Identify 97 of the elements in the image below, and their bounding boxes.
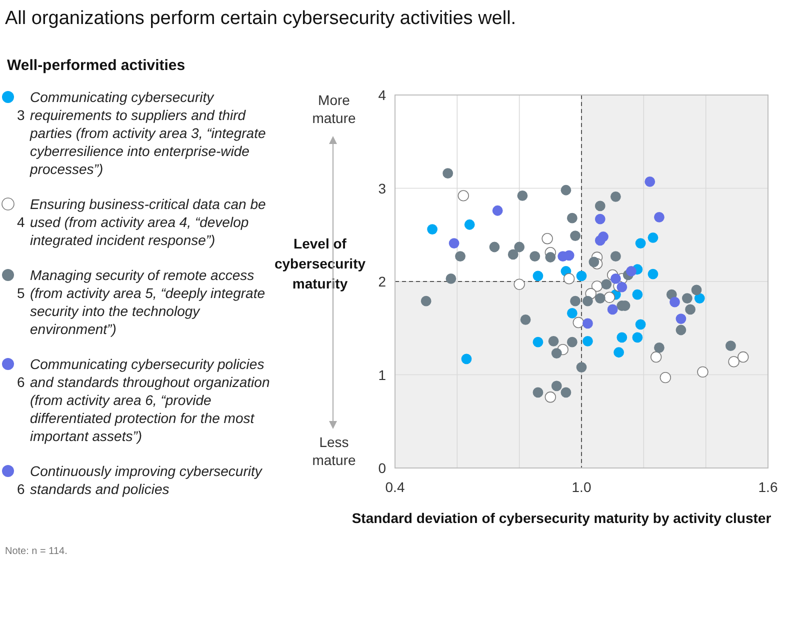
point <box>616 282 628 292</box>
point <box>594 214 606 224</box>
point <box>570 230 580 241</box>
point <box>610 191 621 202</box>
point <box>654 342 664 353</box>
point <box>520 314 531 325</box>
point <box>446 274 456 284</box>
legend-label: 6 Communicating cybersecurity policies and standards throughout organization (from activity area 6, “provide differentiated protection for the most important assets”) <box>17 356 270 444</box>
point <box>582 336 593 346</box>
point <box>442 168 454 179</box>
point <box>551 348 562 358</box>
point <box>464 219 475 230</box>
x-tick-label: 0.4 <box>385 479 405 495</box>
point <box>604 292 616 303</box>
point <box>588 256 600 268</box>
point <box>594 200 606 212</box>
point <box>591 280 603 292</box>
text: More mature <box>312 92 356 126</box>
point <box>560 184 572 196</box>
text: Note: n = 114. <box>5 546 68 557</box>
point <box>530 251 540 262</box>
point <box>548 336 559 346</box>
point <box>489 242 500 252</box>
point <box>545 252 556 262</box>
point <box>576 270 587 282</box>
point <box>532 387 544 398</box>
point <box>594 293 606 304</box>
point <box>660 372 672 384</box>
x-tick-label: 1.6 <box>758 479 778 495</box>
x-axis-title: Standard deviation of cybersecurity maturity by activity cluster <box>352 510 772 526</box>
point <box>517 190 528 201</box>
point <box>610 251 621 262</box>
point <box>676 314 686 324</box>
legend-label: 3 Communicating cybersecurity requirements to suppliers and third parties (from activity area 3, “integrate cyberresilience into enterprise-wide processes”) <box>17 89 266 177</box>
point <box>566 336 578 348</box>
point <box>566 212 578 224</box>
text: Less mature <box>312 434 356 468</box>
point <box>632 289 643 300</box>
point <box>616 332 628 343</box>
point <box>726 340 736 352</box>
chart-title: All organizations perform certain cybersecurity activities well. <box>5 8 516 29</box>
point <box>626 266 636 276</box>
point <box>582 318 593 329</box>
point <box>614 347 624 358</box>
point <box>582 296 593 306</box>
point <box>572 316 584 328</box>
point <box>544 392 556 403</box>
point <box>654 212 664 222</box>
point <box>635 319 646 330</box>
point <box>694 293 705 304</box>
point <box>508 249 518 260</box>
legend-title: Well-performed activities <box>7 57 186 74</box>
point <box>676 324 686 336</box>
point <box>566 308 578 318</box>
point <box>650 351 662 363</box>
point <box>564 250 574 261</box>
point <box>570 296 580 306</box>
point <box>448 238 460 248</box>
legend-label: 6 Continuously improving cybersecurity standards and policies <box>17 463 263 497</box>
point <box>427 224 438 234</box>
point <box>420 296 432 306</box>
point <box>532 336 544 348</box>
point <box>670 296 680 308</box>
point <box>738 351 749 363</box>
point <box>648 268 658 280</box>
point <box>648 232 658 243</box>
point <box>697 366 708 378</box>
x-tick-label: 1.0 <box>572 479 592 495</box>
point <box>632 332 643 343</box>
y-tick-label: 4 <box>378 87 386 103</box>
point <box>514 242 525 252</box>
point <box>691 284 702 296</box>
point <box>644 176 656 187</box>
point <box>607 304 618 315</box>
point <box>455 251 466 262</box>
point <box>576 362 587 372</box>
y-tick-label: 0 <box>378 460 386 476</box>
point <box>601 279 612 290</box>
point <box>728 356 740 368</box>
point <box>598 232 608 242</box>
point <box>532 270 544 282</box>
y-tick-label: 1 <box>378 366 386 383</box>
legend-label: 4 Ensuring business-critical data can be used (from activity area 4, “develop integrated incident response”) <box>17 196 266 248</box>
point <box>560 387 572 398</box>
legend-label: 5 Managing security of remote access (from activity area 5, “deeply integrate security into the technology environment”) <box>17 267 266 337</box>
point <box>635 238 646 248</box>
point <box>514 278 525 290</box>
point <box>682 293 692 304</box>
point <box>563 273 575 284</box>
point <box>551 380 562 392</box>
point <box>685 304 696 315</box>
y-tick-label: 3 <box>378 180 386 196</box>
point <box>461 354 472 364</box>
y-axis-title: Level of cybersecurity maturity <box>274 236 366 292</box>
point <box>492 205 503 216</box>
point <box>610 274 621 284</box>
y-tick-label: 2 <box>378 274 386 290</box>
